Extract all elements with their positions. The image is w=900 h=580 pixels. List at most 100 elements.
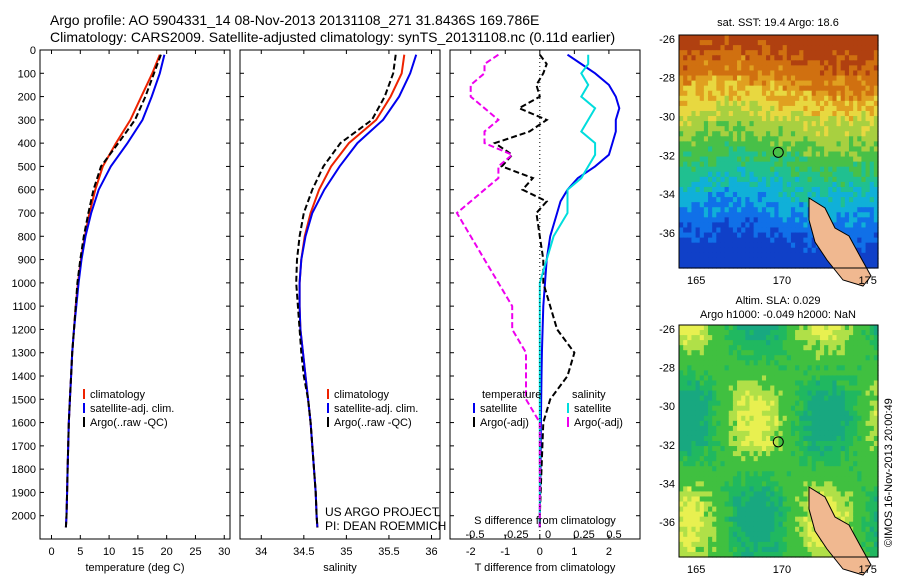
pressure-tick-label: 1100 — [12, 301, 36, 313]
legend-title-salinity: salinity — [572, 389, 606, 401]
salinity-diff-tick-label: -0.25 — [503, 529, 528, 541]
sla-map-frame — [678, 324, 879, 558]
sla-map-y-tick-label: -26 — [659, 324, 675, 336]
land-shape — [808, 197, 872, 287]
legend-entry: satellite — [480, 403, 517, 415]
salinity-x-tick-label: 34 — [255, 546, 267, 558]
salinity-diff-tick-label: -0.5 — [466, 529, 485, 541]
sst-map-y-tick-label: -32 — [659, 150, 675, 162]
salinity-x-tick-label: 35 — [340, 546, 352, 558]
sst-map-title: sat. SST: 19.4 Argo: 18.6 — [717, 17, 839, 29]
sst-map-frame — [678, 34, 879, 269]
pressure-tick-label: 800 — [18, 231, 36, 243]
legend-entry: satellite — [574, 403, 611, 415]
series-line-satellite-s — [538, 54, 597, 528]
temperature-x-tick-label: 5 — [77, 546, 83, 558]
argo-location-marker — [772, 436, 784, 448]
sst-map-y-tick-label: -36 — [659, 228, 675, 240]
temperature-x-tick-label: 25 — [189, 546, 201, 558]
project-label: US ARGO PROJECT — [325, 505, 440, 519]
pressure-tick-label: 0 — [30, 45, 36, 57]
temperature-x-label: temperature (deg C) — [85, 562, 184, 574]
pressure-tick-label: 200 — [18, 92, 36, 104]
salinity-x-tick-label: 35.5 — [378, 546, 399, 558]
pressure-tick-label: 1300 — [12, 348, 36, 360]
pressure-tick-label: 600 — [18, 185, 36, 197]
legend-entry: Argo(..raw -QC) — [334, 417, 412, 429]
sst-map-group — [679, 35, 879, 287]
temperature-x-tick-label: 20 — [161, 546, 173, 558]
pressure-tick-label: 1400 — [12, 371, 36, 383]
legend-entry: climatology — [90, 389, 146, 401]
sla-map-y-tick-label: -30 — [659, 401, 675, 413]
pressure-tick-label: 2000 — [12, 511, 36, 523]
difference-x-tick-label: 1 — [571, 546, 577, 558]
legend-entry: satellite-adj. clim. — [90, 403, 174, 415]
pressure-tick-label: 500 — [18, 161, 36, 173]
series-line-argo-raw-qc- — [295, 54, 397, 528]
difference-x-tick-label: -1 — [500, 546, 510, 558]
difference-x-tick-label: 2 — [606, 546, 612, 558]
sla-map-x-tick-label: 170 — [773, 564, 791, 576]
salinity-x-tick-label: 36 — [425, 546, 437, 558]
argo-location-marker — [772, 146, 784, 158]
series-line-satellite-adj-clim- — [64, 54, 166, 528]
sla-map-title: Altim. SLA: 0.029 — [736, 295, 821, 307]
salinity-x-tick-label: 34.5 — [293, 546, 314, 558]
sla-map-group — [679, 325, 879, 576]
series-line-argo-t — [492, 54, 576, 528]
difference-x-label: T difference from climatology — [475, 562, 616, 574]
sla-map-y-tick-label: -32 — [659, 440, 675, 452]
land-shape — [808, 486, 872, 576]
sla-map-y-tick-label: -28 — [659, 363, 675, 375]
legend-entry: Argo(-adj) — [480, 417, 529, 429]
legend-title-temperature: temperature — [482, 389, 541, 401]
sst-map-x-tick-label: 170 — [773, 275, 791, 287]
sst-map-x-tick-label: 175 — [859, 275, 877, 287]
legend-entry: satellite-adj. clim. — [334, 403, 418, 415]
pi-label: PI: DEAN ROEMMICH — [325, 519, 446, 533]
pressure-tick-label: 1500 — [12, 394, 36, 406]
pressure-tick-label: 100 — [18, 68, 36, 80]
series-line-argo-raw-qc- — [64, 54, 162, 528]
sst-map-y-tick-label: -28 — [659, 73, 675, 85]
difference-x-tick-label: -2 — [466, 546, 476, 558]
figure-title-line2: Climatology: CARS2009. Satellite-adjuste… — [50, 29, 616, 45]
temperature-x-tick-label: 10 — [103, 546, 115, 558]
pressure-tick-label: 300 — [18, 115, 36, 127]
pressure-tick-label: 700 — [18, 208, 36, 220]
pressure-tick-label: 1000 — [12, 278, 36, 290]
pressure-tick-label: 1700 — [12, 441, 36, 453]
salinity-diff-label: S difference from climatology — [474, 515, 616, 527]
sst-map-x-tick-label: 165 — [687, 275, 705, 287]
salinity-x-label: salinity — [323, 562, 357, 574]
legend-entry: Argo(-adj) — [574, 417, 623, 429]
sst-map-y-tick-label: -26 — [659, 34, 675, 46]
sla-map-y-tick-label: -36 — [659, 517, 675, 529]
salinity-axes-box — [239, 49, 441, 540]
pressure-tick-label: 400 — [18, 138, 36, 150]
difference-x-tick-label: 0 — [537, 546, 543, 558]
temperature-x-tick-label: 0 — [48, 546, 54, 558]
salinity-diff-tick-label: 0.5 — [606, 529, 621, 541]
pressure-tick-label: 1900 — [12, 487, 36, 499]
figure-title-line1: Argo profile: AO 5904331_14 08-Nov-2013 … — [50, 12, 540, 28]
pressure-tick-label: 900 — [18, 255, 36, 267]
series-line-satellite-t — [538, 53, 621, 528]
salinity-diff-tick-label: 0.25 — [573, 529, 594, 541]
sst-map-y-tick-label: -30 — [659, 112, 675, 124]
sla-map-x-tick-label: 165 — [687, 564, 705, 576]
temperature-x-tick-label: 30 — [218, 546, 230, 558]
sst-map-y-tick-label: -34 — [659, 189, 675, 201]
legend-entry: Argo(..raw -QC) — [90, 417, 168, 429]
sla-map-x-tick-label: 175 — [859, 564, 877, 576]
salinity-diff-tick-label: 0 — [545, 529, 551, 541]
series-line-argo-s — [455, 53, 541, 528]
pressure-tick-label: 1600 — [12, 418, 36, 430]
temperature-x-tick-label: 15 — [132, 546, 144, 558]
sla-map-y-tick-label: -34 — [659, 479, 675, 491]
pressure-tick-label: 1800 — [12, 464, 36, 476]
legend-entry: climatology — [334, 389, 390, 401]
pressure-tick-label: 1200 — [12, 324, 36, 336]
